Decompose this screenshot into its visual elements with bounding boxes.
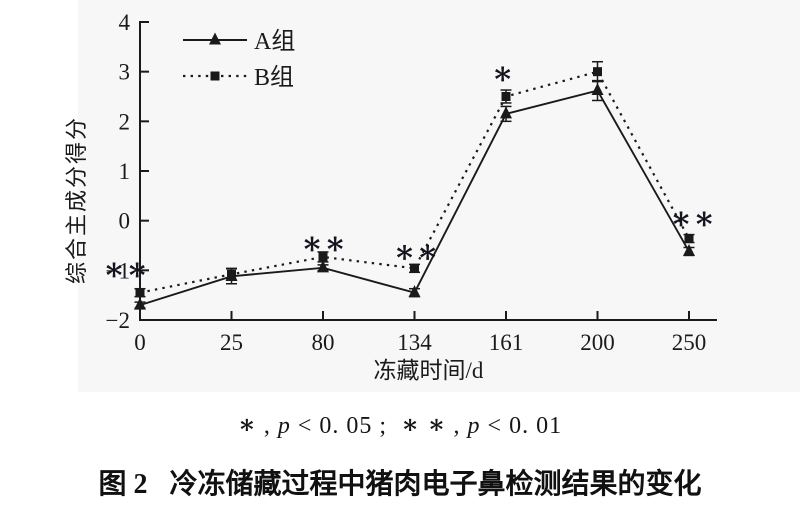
legend-label-A组: A组 bbox=[254, 28, 295, 55]
significance-sep-2: , bbox=[446, 413, 468, 439]
data-point-A组 bbox=[225, 268, 238, 281]
y-tick-label: 3 bbox=[119, 60, 131, 85]
data-point-B组 bbox=[593, 67, 602, 77]
significance-star-1: ∗ bbox=[237, 410, 257, 439]
figure-number: 图 2 bbox=[98, 469, 148, 500]
data-point-B组 bbox=[318, 252, 328, 262]
significance-marker: ∗ bbox=[491, 55, 514, 91]
significance-threshold-2: < 0. 01 bbox=[480, 413, 563, 439]
significance-marker: ∗∗ bbox=[301, 225, 347, 261]
significance-sep-1: , bbox=[256, 413, 278, 439]
y-tick-label: −1 bbox=[106, 258, 130, 283]
significance-marker: ∗∗ bbox=[670, 200, 716, 236]
significance-marker: ∗∗ bbox=[393, 233, 439, 269]
x-tick-label: 250 bbox=[672, 330, 707, 355]
x-axis-title: 冻藏时间/d bbox=[374, 358, 484, 383]
significance-note: ∗ , p < 0. 05 ; ∗ ∗ , p < 0. 01 bbox=[0, 410, 800, 440]
data-point-B组 bbox=[410, 263, 419, 273]
legend-marker-B组 bbox=[210, 71, 220, 81]
data-point-A组 bbox=[408, 285, 421, 298]
data-point-A组 bbox=[591, 83, 604, 96]
data-point-A组 bbox=[317, 260, 329, 273]
x-tick-label: 80 bbox=[312, 330, 335, 355]
plot-background bbox=[78, 0, 800, 392]
y-tick-label: 0 bbox=[119, 209, 131, 234]
y-axis-title: 综合主成分得分 bbox=[64, 116, 89, 284]
significance-marker: ∗∗ bbox=[103, 251, 149, 287]
y-tick-label: 1 bbox=[119, 159, 131, 184]
x-tick-label: 134 bbox=[397, 330, 432, 355]
significance-threshold-1: < 0. 05 ; bbox=[290, 413, 402, 439]
x-tick-label: 0 bbox=[134, 330, 146, 355]
y-tick-label: 2 bbox=[119, 109, 131, 134]
x-tick-label: 25 bbox=[220, 330, 243, 355]
legend-marker-A组 bbox=[209, 32, 221, 45]
x-tick-label: 200 bbox=[580, 330, 615, 355]
data-point-B组 bbox=[501, 92, 511, 101]
figure-title-text: 冷冻储藏过程中猪肉电子鼻检测结果的变化 bbox=[169, 469, 702, 500]
y-tick-label: −2 bbox=[106, 308, 130, 333]
data-point-A组 bbox=[500, 106, 512, 119]
legend-label-B组: B组 bbox=[254, 64, 294, 91]
data-point-B组 bbox=[684, 234, 694, 244]
significance-star-2: ∗ ∗ bbox=[401, 410, 447, 439]
p-symbol-1: p bbox=[277, 413, 291, 439]
p-symbol-2: p bbox=[467, 413, 481, 439]
y-tick-label: 4 bbox=[119, 10, 131, 35]
data-point-B组 bbox=[135, 288, 145, 298]
data-point-A组 bbox=[134, 297, 146, 310]
data-point-A组 bbox=[683, 243, 695, 256]
x-tick-label: 161 bbox=[489, 330, 524, 355]
figure-caption: 图 2 冷冻储藏过程中猪肉电子鼻检测结果的变化 bbox=[0, 462, 800, 502]
